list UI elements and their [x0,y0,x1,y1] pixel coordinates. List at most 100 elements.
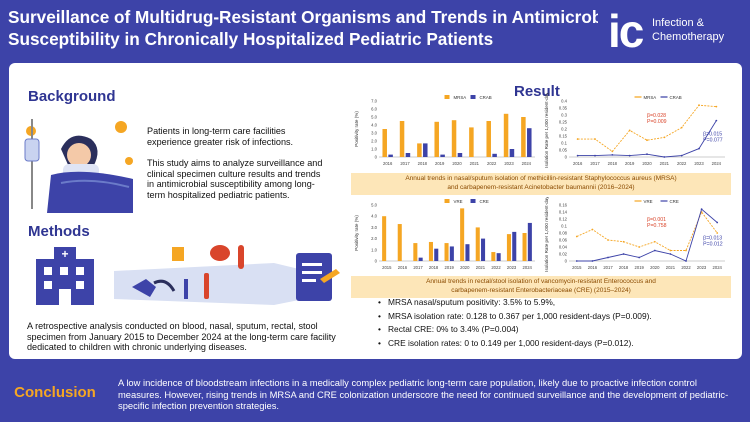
y-tick-label: 3.0 [371,131,377,136]
x-tick-label: 2015 [382,265,392,270]
specimen-cup-icon [172,247,184,261]
x-tick-label: 2018 [418,161,428,166]
bar-mrsa [399,121,405,157]
x-tick-label: 2019 [435,161,445,166]
x-tick-label: 2015 [572,265,582,270]
y-tick-label: 7.0 [371,99,377,104]
y-tick-label: 0.06 [559,238,568,243]
series-line-mrsa [577,104,717,153]
logo-line-1: Infection & [652,17,704,29]
x-tick-label: 2023 [504,161,514,166]
point-mrsa [628,129,631,132]
y-tick-label: 0.12 [559,217,568,222]
y-tick-label: 0.1 [561,141,567,146]
lungs-icon [210,245,230,261]
x-tick-label: 2018 [619,265,629,270]
y-tick-label: 0.4 [561,99,567,104]
nasal-swab-icon [132,279,156,297]
x-tick-label: 2021 [476,265,486,270]
point-crab [628,154,631,157]
x-tick-label: 2022 [491,265,501,270]
x-tick-label: 2023 [694,161,704,166]
x-tick-label: 2019 [625,161,635,166]
bar-crab [440,154,445,157]
swab-icon [204,273,209,299]
result-bullet: CRE isolation rates: 0 to 0.149 per 1,00… [378,337,652,351]
legend-label: CRE [480,199,489,204]
stat-annotation: β=0.028 [647,113,666,119]
x-tick-label: 2021 [470,161,480,166]
x-tick-label: 2020 [452,161,462,166]
stat-annotation: β=0.015 [703,132,722,138]
point-mrsa [576,138,579,140]
stat-annotation: P=0.009 [647,119,667,125]
x-tick-label: 2018 [608,161,618,166]
legend-label: VRE [644,199,653,204]
bar-crab [527,128,532,157]
y-axis-label: Positivity rate (%) [354,215,359,251]
x-tick-label: 2023 [697,265,707,270]
header-banner: Surveillance of Multidrug-Resistant Orga… [0,0,750,62]
x-tick-label: 2017 [413,265,423,270]
stat-annotation: P=0.758 [647,223,667,229]
series-line-cre [576,208,718,262]
x-tick-label: 2017 [590,161,600,166]
logo-line-2: Chemotherapy [652,31,725,43]
bar-vre [491,252,496,261]
legend-swatch [470,199,476,203]
iv-bag-icon [24,138,40,162]
series-line-vre [576,211,718,251]
point-vre [716,232,719,234]
bar-vre [475,227,480,261]
bar-cre [512,231,517,261]
y-tick-label: 2.0 [371,236,377,241]
result-caption-2: Annual trends in rectal/stool isolation … [351,276,731,298]
legend-label: MRSA [644,95,657,100]
point-crab [646,153,648,156]
y-tick-label: 0.3 [561,113,567,118]
x-tick-label: 2017 [603,265,613,270]
x-tick-label: 2022 [681,265,691,270]
result-bullet: MRSA nasal/sputum positivity: 3.5% to 5.… [378,296,652,310]
conclusion-text: A low incidence of bloodstream infection… [118,377,729,411]
point-cre [700,208,703,211]
title-line-1: Surveillance of Multidrug-Resistant Orga… [8,7,598,27]
bar-crab [388,154,393,157]
point-crab [698,147,700,150]
mrsa-crab-bar-chart: Positivity rate (%) 0 1.0 2.0 3.0 4.0 5.0 6.0 7.… [354,95,535,166]
y-tick-label: 0 [375,155,378,160]
bar-vre [444,243,449,261]
bar-vre [460,208,465,261]
point-crab [715,119,718,122]
point-crab [611,154,614,156]
vre-cre-bar-chart: Positivity rate (%) 0 1.0 2.0 3.0 4.0 5.0 2015 2… [354,199,535,270]
x-tick-label: 2018 [429,265,439,270]
y-tick-label: 0.15 [559,134,568,139]
x-tick-label: 2019 [635,265,645,270]
point-cre [607,256,609,259]
methods-text: A retrospective analysis conducted on bl… [27,321,336,353]
bar-vre [397,224,402,261]
bar-crab [457,153,463,157]
x-tick-label: 2021 [660,161,670,166]
x-tick-label: 2020 [650,265,660,270]
title-line-2: Susceptibility in Chronically Hospitaliz… [8,29,494,49]
x-tick-label: 2016 [588,265,598,270]
stat-annotation: P=0.077 [703,138,723,144]
y-tick-label: 0.1 [561,224,567,229]
bar-mrsa [503,113,509,157]
y-tick-label: 0.14 [559,210,568,215]
virus-icon [125,157,133,165]
point-vre [669,249,672,252]
point-cre [622,253,625,255]
bar-mrsa [382,129,387,157]
caption-1-line-2: and carbapenem-resistant Acinetobacter b… [447,183,635,191]
legend-swatch [444,199,450,203]
bar-mrsa [521,117,526,157]
process-arrow [114,263,324,305]
bar-vre [428,241,433,261]
point-cre [638,256,641,259]
bar-mrsa [486,121,491,157]
y-tick-label: 0.2 [561,127,567,132]
point-crab [680,154,683,157]
